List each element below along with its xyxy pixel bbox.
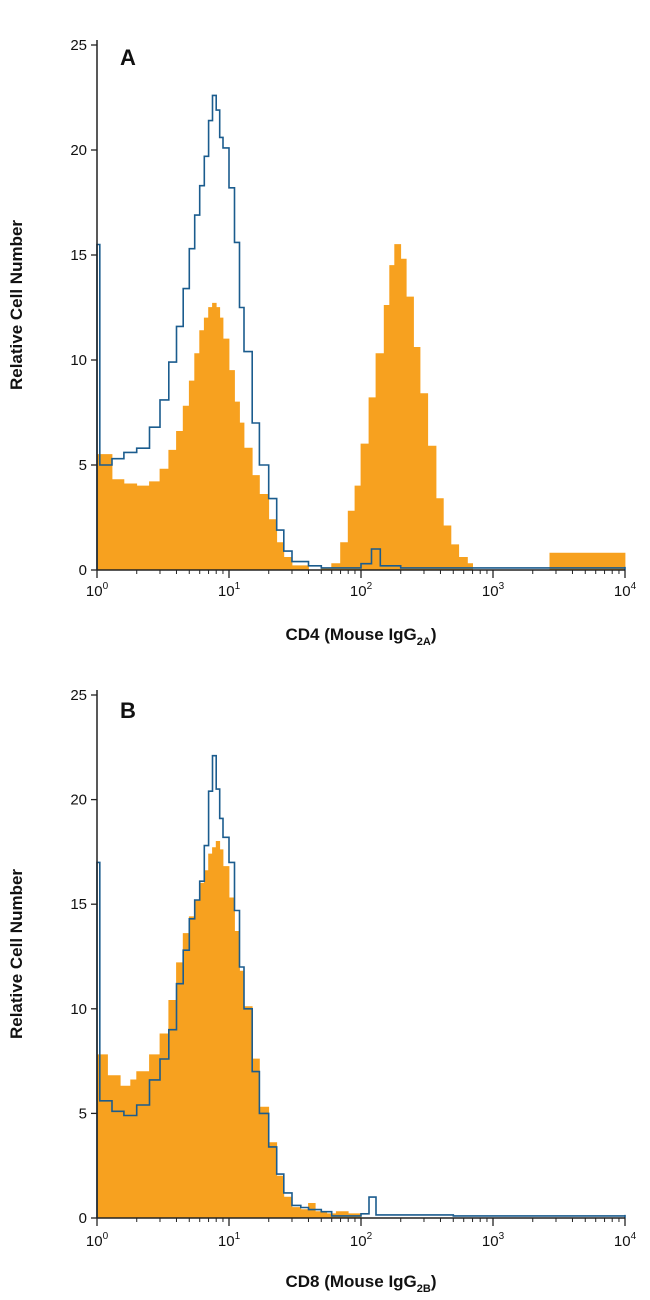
y-tick-label: 5 xyxy=(79,1105,87,1122)
y-tick-label: 10 xyxy=(70,352,87,369)
x-tick-label: 102 xyxy=(350,1231,373,1250)
panel-label: B xyxy=(120,698,136,723)
panel-label: A xyxy=(120,45,136,70)
y-tick-label: 20 xyxy=(70,792,87,809)
x-tick-label: 101 xyxy=(218,581,241,600)
x-axis-title: CD8 (Mouse IgG2B) xyxy=(285,1272,436,1295)
x-axis-title: CD4 (Mouse IgG2A) xyxy=(285,625,436,648)
histogram-filled-a xyxy=(96,244,626,571)
x-tick-label: 100 xyxy=(86,1231,109,1250)
y-tick-label: 10 xyxy=(70,1001,87,1018)
y-axis-title: Relative Cell Number xyxy=(7,869,26,1039)
y-tick-label: 25 xyxy=(70,37,87,54)
x-tick-label: 100 xyxy=(86,581,109,600)
x-tick-label: 101 xyxy=(218,1231,241,1250)
y-tick-label: 5 xyxy=(79,457,87,474)
y-axis-title: Relative Cell Number xyxy=(7,220,26,390)
panel-a: 0 5 10 15 20 25 100 101 102 103 104 A Relative Cell … xyxy=(7,37,637,648)
y-tick-label: 0 xyxy=(79,562,87,579)
y-tick-label: 0 xyxy=(79,1210,87,1227)
histogram-filled-b xyxy=(96,841,625,1219)
y-tick-label: 15 xyxy=(70,247,87,264)
x-tick-label: 103 xyxy=(482,1231,505,1250)
histogram-outline-b xyxy=(96,754,626,1218)
y-tick-label: 25 xyxy=(70,687,87,704)
histogram-outline-a xyxy=(96,94,626,570)
x-tick-label: 104 xyxy=(614,581,637,600)
panel-b: 0 5 10 15 20 25 100 101 102 103 104 B Relative Cell … xyxy=(7,687,637,1295)
x-tick-label: 103 xyxy=(482,581,505,600)
x-tick-label: 104 xyxy=(614,1231,637,1250)
y-tick-label: 15 xyxy=(70,896,87,913)
x-tick-label: 102 xyxy=(350,581,373,600)
y-tick-label: 20 xyxy=(70,142,87,159)
